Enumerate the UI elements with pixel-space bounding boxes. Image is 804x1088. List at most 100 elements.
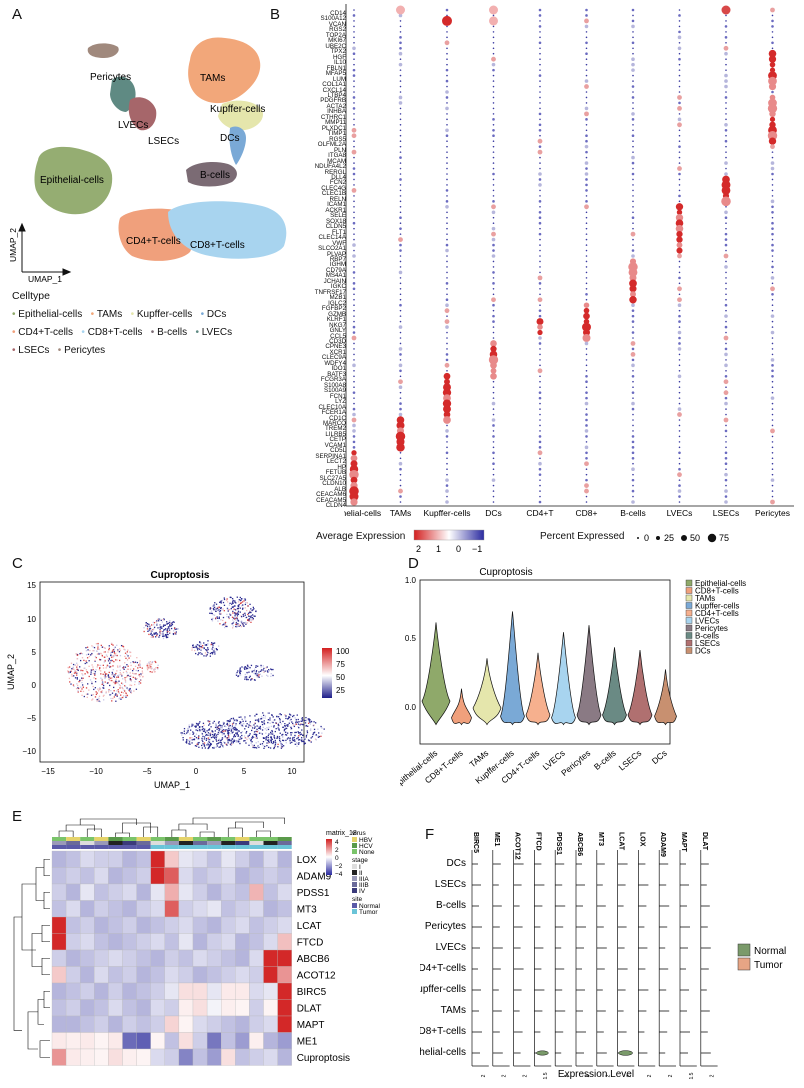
heatmap-cell [51,916,67,934]
umap-c-point [241,608,244,610]
umap-c-point [113,650,115,653]
dotplot-dot [632,244,634,246]
umap-c-point [276,735,279,738]
umap-c-point [244,718,246,720]
umap-c-point [267,721,269,724]
umap-c-point [197,644,199,646]
umap-c-point [164,624,166,626]
umap-c-point [198,741,200,744]
umap-c-point [156,618,159,621]
umap-c-point [244,607,246,609]
umap-c-point [153,671,156,673]
umap-c-point [149,664,151,667]
umap-c-point [148,662,150,664]
umap-c-point [249,715,251,717]
dotplot-dot [538,8,542,12]
umap-c-point [279,721,281,723]
dotplot-dot [585,124,588,126]
heatmap-cell [108,1048,123,1066]
umap-c-point [270,736,273,738]
umap-c-point [105,654,108,656]
umap-c-point [254,746,256,749]
dotplot-markers: Epithelial-cellsTAMsKupffer-cellsDCsCD4+… [344,4,794,518]
dotplot-dot [353,206,355,208]
umap-c-point [303,740,305,743]
umap-c-point [313,732,315,734]
umap-c-point [250,619,253,621]
heatmap-cell [206,916,222,934]
umap-c-point [257,721,260,723]
dotplot-dot [492,391,495,394]
dotplot-dot [492,337,495,339]
umap-c-point [290,734,292,736]
umap-c-point [196,649,199,651]
umap-c-point [160,627,162,629]
dotplot-dot [539,304,541,307]
umap-c-point [186,740,188,742]
umap-c-point [224,626,226,629]
umap-c-point [302,734,304,736]
heatmap-cell [65,933,81,951]
umap-c-point [207,741,210,744]
dotplot-dot [352,46,356,51]
dotplot-dot [539,91,541,93]
heatmap-cell [263,1048,278,1066]
dotplot-dot [445,243,449,247]
umap-c-point [149,630,152,632]
umap-c-point [238,716,240,718]
dotplot-dot [399,178,402,181]
umap-c-point [72,684,75,686]
umap-c-point [229,719,231,721]
dotplot-dot [399,260,402,263]
dotplot-dot [492,189,495,192]
umap-c-point [159,628,161,630]
umap-c-point [209,608,211,610]
dotplot-dot [539,118,541,121]
umap-c-point [215,725,217,727]
umap-c-point [297,739,300,741]
umap-c-point [197,729,199,732]
umap-c-point [227,734,229,736]
dotplot-dot [446,31,448,33]
umap-c-point [208,739,210,741]
dotplot-gene-label: MCAM [327,157,346,165]
umap-c-point [139,682,142,684]
umap-c-point [80,652,82,654]
dotplot-dot [584,483,589,488]
umap-c-point [245,667,248,669]
umap-c-point [146,628,149,630]
umap-c-point [309,719,311,721]
dotplot-dot [399,216,402,220]
dotplot-dot [353,304,355,307]
umap-c-point [231,725,234,727]
dotplot-dot [353,309,355,312]
ridge-gene-header: LCAT [618,832,625,851]
umap-c-point [151,634,153,636]
umap-c-point [189,743,191,745]
violin-legend-label: Epithelial-cells [695,579,746,588]
dotplot-dot [399,452,402,454]
umap-c-point [125,692,127,695]
pct-tick-50: 50 [690,533,700,543]
umap-c-point [101,646,103,648]
dotplot-dot [399,298,402,301]
ridge-row-label: Kupffer-cells [420,984,466,995]
violin-shape [421,622,451,726]
umap-c-point [262,712,264,714]
umap-c-point [233,608,235,610]
umap-c-point [243,717,246,719]
heatmap-cell [277,1048,292,1066]
heat-colorbar [326,839,332,875]
dotplot-dot [539,47,541,50]
dotplot-dot [539,380,541,383]
umap-c-point [156,623,158,625]
heatmap-cell [192,933,208,951]
dotplot-dot [351,149,357,155]
umap-c-point [117,682,119,684]
umap-c-point [268,742,270,744]
umap-c-point [247,666,249,668]
umap-c-point [227,609,230,611]
dotplot-dot [628,267,638,277]
umap-c-point [105,676,107,678]
umap-c-point [87,683,89,685]
